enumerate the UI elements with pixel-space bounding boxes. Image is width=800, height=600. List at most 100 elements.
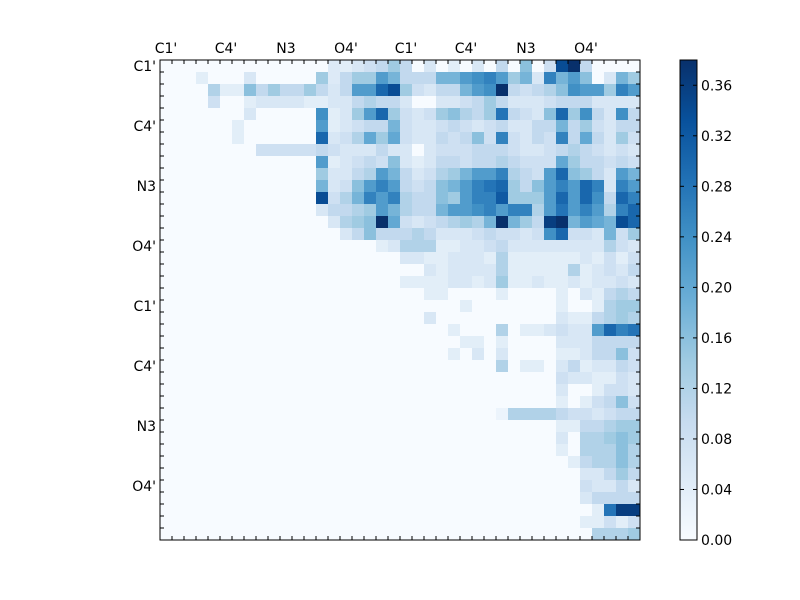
heat-cell <box>568 240 581 253</box>
heat-cell <box>256 516 269 529</box>
heat-cell <box>268 408 281 421</box>
heat-cell <box>460 432 473 445</box>
heat-cell <box>460 264 473 277</box>
heat-cell <box>592 408 605 421</box>
heat-cell <box>376 96 389 109</box>
heat-cell <box>592 336 605 349</box>
heat-cell <box>352 264 365 277</box>
heat-cell <box>592 252 605 265</box>
heat-cell <box>172 228 185 241</box>
heat-cell <box>592 312 605 325</box>
heat-cell <box>268 168 281 181</box>
heat-cell <box>328 396 341 409</box>
heat-cell <box>220 192 233 205</box>
heat-cell <box>568 300 581 313</box>
heat-cell <box>268 276 281 289</box>
heat-cell <box>496 420 509 433</box>
heat-cell <box>196 300 209 313</box>
heat-cell <box>436 492 449 505</box>
heat-cell <box>412 180 425 193</box>
heat-cell <box>508 192 521 205</box>
heat-cell <box>484 180 497 193</box>
heat-cell <box>520 528 533 541</box>
heat-cell <box>316 420 329 433</box>
heat-cell <box>544 180 557 193</box>
heat-cell <box>508 168 521 181</box>
heat-cell <box>376 108 389 121</box>
heat-cell <box>448 312 461 325</box>
heat-cell <box>160 168 173 181</box>
heat-cell <box>412 276 425 289</box>
heat-cell <box>508 156 521 169</box>
heat-cell <box>340 84 353 97</box>
heat-cell <box>232 60 245 73</box>
heat-cell <box>364 168 377 181</box>
heat-cell <box>376 384 389 397</box>
heat-cell <box>520 204 533 217</box>
heat-cell <box>388 384 401 397</box>
heat-cell <box>460 132 473 145</box>
heat-cell <box>484 144 497 157</box>
heat-cell <box>532 408 545 421</box>
heat-cell <box>184 432 197 445</box>
heat-cell <box>628 252 641 265</box>
heat-cell <box>220 120 233 133</box>
heat-cell <box>292 264 305 277</box>
heat-cell <box>520 168 533 181</box>
heat-cell <box>388 360 401 373</box>
heat-cell <box>280 60 293 73</box>
heat-cell <box>232 276 245 289</box>
heat-cell <box>544 492 557 505</box>
heat-cell <box>304 120 317 133</box>
heat-cell <box>628 324 641 337</box>
heat-cell <box>436 228 449 241</box>
heat-cell <box>556 168 569 181</box>
heat-cell <box>280 348 293 361</box>
colorbar-tick-label: 0.32 <box>701 129 732 145</box>
heat-cell <box>364 492 377 505</box>
heat-cell <box>352 444 365 457</box>
heat-cell <box>568 108 581 121</box>
heat-cell <box>568 408 581 421</box>
heat-cell <box>628 132 641 145</box>
heat-cell <box>184 120 197 133</box>
heat-cell <box>244 276 257 289</box>
heat-cell <box>328 384 341 397</box>
heat-cell <box>592 432 605 445</box>
heat-cell <box>508 300 521 313</box>
heat-cell <box>196 192 209 205</box>
heat-cell <box>592 444 605 457</box>
heat-cell <box>268 384 281 397</box>
heat-cell <box>292 396 305 409</box>
heat-cell <box>292 312 305 325</box>
heat-cell <box>364 348 377 361</box>
heat-cell <box>172 84 185 97</box>
heat-cell <box>376 348 389 361</box>
heat-cell <box>376 336 389 349</box>
heat-cell <box>244 108 257 121</box>
heat-cell <box>208 168 221 181</box>
heat-cell <box>532 384 545 397</box>
heat-cell <box>340 516 353 529</box>
heat-cell <box>592 96 605 109</box>
heat-cell <box>268 120 281 133</box>
heat-cell <box>400 300 413 313</box>
heat-cell <box>472 300 485 313</box>
heat-cell <box>280 204 293 217</box>
heat-cell <box>304 348 317 361</box>
heat-cell <box>532 444 545 457</box>
heat-cell <box>412 528 425 541</box>
col-tick-labels: C1' C4' N3 O4' C1' C4' N3 O4' <box>155 41 598 57</box>
heat-cell <box>580 180 593 193</box>
heat-cell <box>424 408 437 421</box>
heat-cell <box>196 372 209 385</box>
heat-cell <box>484 240 497 253</box>
heat-cell <box>196 168 209 181</box>
heat-cell <box>364 216 377 229</box>
heat-cell <box>604 504 617 517</box>
heat-cell <box>208 348 221 361</box>
heat-cell <box>556 480 569 493</box>
heat-cell <box>280 120 293 133</box>
heat-cell <box>400 180 413 193</box>
heat-cell <box>460 180 473 193</box>
